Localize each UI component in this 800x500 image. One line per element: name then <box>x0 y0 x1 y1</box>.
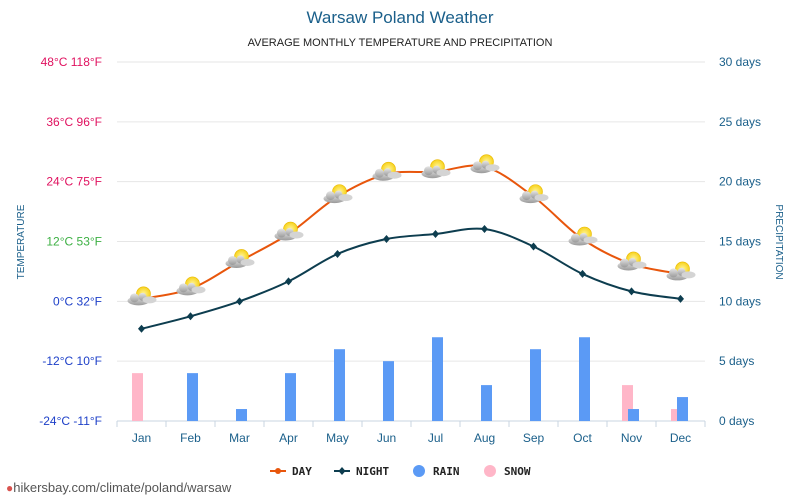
precipitation-tick-label: 0 days <box>719 414 754 428</box>
legend-snow-circle-icon <box>484 465 496 477</box>
legend-item-night[interactable]: NIGHT <box>334 465 389 478</box>
month-tick-label: Nov <box>621 431 642 445</box>
precipitation-tick-label: 15 days <box>719 235 761 249</box>
night-temperature-point <box>432 230 439 239</box>
night-temperature-point <box>285 277 292 286</box>
partly-cloudy-icon <box>568 226 598 246</box>
night-temperature-line <box>141 227 681 330</box>
precipitation-axis-ticks: 30 days 25 days 20 days 15 days 10 days 5 day… <box>719 55 761 428</box>
partly-cloudy-icon <box>519 184 549 204</box>
rain-bar <box>579 337 590 421</box>
month-tick-label: Aug <box>474 431 495 445</box>
rain-bar <box>187 373 198 421</box>
grid-lines <box>116 61 706 427</box>
temperature-lines <box>138 164 684 333</box>
temperature-tick-label: 12°C 53°F <box>46 235 102 249</box>
precipitation-tick-label: 20 days <box>719 175 761 189</box>
month-tick-label: Jul <box>428 431 443 445</box>
chart-subtitle: AVERAGE MONTHLY TEMPERATURE AND PRECIPIT… <box>248 37 553 49</box>
rain-bar <box>432 337 443 421</box>
partly-cloudy-icon <box>617 251 647 271</box>
night-temperature-point <box>187 312 194 321</box>
chart-title: Warsaw Poland Weather <box>306 8 493 27</box>
partly-cloudy-icon <box>127 286 157 306</box>
night-temperature-point <box>236 297 243 306</box>
precipitation-tick-label: 30 days <box>719 55 761 69</box>
weather-icons <box>127 154 696 306</box>
partly-cloudy-icon <box>666 261 696 281</box>
partly-cloudy-icon <box>225 249 255 268</box>
legend-item-day[interactable]: DAY <box>270 465 312 478</box>
partly-cloudy-icon <box>372 161 402 181</box>
precipitation-axis-label: PRECIPITATION <box>773 204 784 279</box>
precipitation-tick-label: 10 days <box>719 294 761 308</box>
legend-label: SNOW <box>504 465 531 478</box>
month-tick-label: Mar <box>229 431 250 445</box>
month-tick-label: Feb <box>180 431 201 445</box>
rain-bar <box>383 361 394 421</box>
temperature-tick-label: 48°C 118°F <box>41 55 102 69</box>
legend-item-snow[interactable]: SNOW <box>484 465 531 478</box>
month-axis-ticks: Jan Feb Mar Apr May Jun Jul Aug Sep Oct Nov Dec <box>132 431 691 445</box>
night-temperature-point <box>383 235 390 244</box>
rain-bar <box>530 349 541 421</box>
partly-cloudy-icon <box>176 276 206 296</box>
night-temperature-point <box>677 294 684 303</box>
night-temperature-point <box>530 242 537 251</box>
partly-cloudy-icon <box>323 184 353 204</box>
night-temperature-point <box>334 249 341 258</box>
temperature-tick-label: -12°C 10°F <box>42 354 102 368</box>
month-tick-label: Jun <box>377 431 396 445</box>
month-tick-label: Sep <box>523 431 545 445</box>
legend-label: NIGHT <box>356 465 389 478</box>
night-temperature-point <box>138 324 145 333</box>
footer-url: hikersbay.com/climate/poland/warsaw <box>13 480 232 495</box>
month-tick-label: Apr <box>279 431 298 445</box>
month-tick-label: Oct <box>573 431 592 445</box>
legend-rain-circle-icon <box>413 465 425 477</box>
legend-label: RAIN <box>433 465 460 478</box>
legend-day-dot-icon <box>275 468 281 474</box>
night-temperature-point <box>628 287 635 296</box>
precipitation-bars <box>132 337 688 421</box>
partly-cloudy-icon <box>421 159 451 179</box>
snow-bar <box>622 385 633 421</box>
location-pin-icon: ● <box>6 481 14 495</box>
rain-bar <box>628 409 639 421</box>
month-tick-label: May <box>326 431 349 445</box>
day-temperature-line <box>141 164 681 300</box>
temperature-tick-label: -24°C -11°F <box>39 414 102 428</box>
rain-bar <box>677 397 688 421</box>
night-temperature-point <box>481 225 488 234</box>
rain-bar <box>481 385 492 421</box>
rain-bar <box>236 409 247 421</box>
temperature-axis-ticks: 48°C 118°F 36°C 96°F 24°C 75°F 12°C 53°F 0°C… <box>39 55 102 428</box>
chart-legend: DAY NIGHT RAIN SNOW <box>270 465 531 478</box>
rain-bar <box>334 349 345 421</box>
partly-cloudy-icon <box>470 154 500 174</box>
temperature-tick-label: 36°C 96°F <box>46 115 102 129</box>
legend-label: DAY <box>292 465 312 478</box>
footer-link[interactable]: ●hikersbay.com/climate/poland/warsaw <box>6 480 231 495</box>
legend-item-rain[interactable]: RAIN <box>413 465 460 478</box>
temperature-tick-label: 24°C 75°F <box>46 175 102 189</box>
temperature-tick-label: 0°C 32°F <box>53 294 102 308</box>
temperature-axis-label: TEMPERATURE <box>16 204 27 279</box>
precipitation-tick-label: 5 days <box>719 354 754 368</box>
month-tick-label: Dec <box>670 431 691 445</box>
month-tick-label: Jan <box>132 431 151 445</box>
snow-bar <box>132 373 143 421</box>
snow-bar <box>671 409 682 421</box>
partly-cloudy-icon <box>274 221 304 241</box>
rain-bar <box>285 373 296 421</box>
night-temperature-point <box>579 269 586 278</box>
precipitation-tick-label: 25 days <box>719 115 761 129</box>
legend-night-diamond-icon <box>338 467 346 475</box>
